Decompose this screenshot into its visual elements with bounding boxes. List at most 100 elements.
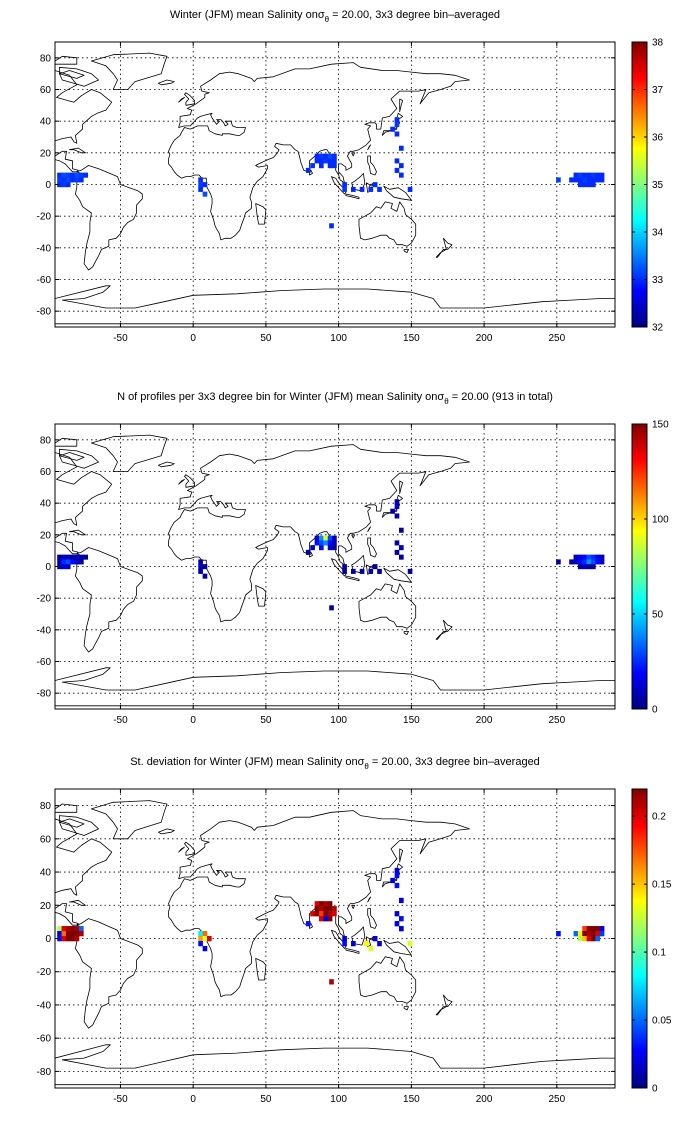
panel-title: St. deviation for Winter (JFM) mean Sali… [130,756,540,771]
coastline [75,165,143,271]
bin-cell [591,936,596,942]
bin-cell [314,535,320,541]
bin-cell [368,186,374,192]
bin-cell [61,926,67,932]
bin-cell [569,177,574,183]
bin-cell [394,549,400,555]
bin-cell [573,931,579,937]
colorbar-tick-label: 0.2 [652,812,666,823]
coastline [55,1044,615,1086]
bin-cell [599,172,605,178]
x-tick-label: 100 [330,715,347,726]
bin-cell [323,916,329,922]
bin-cell [390,508,395,514]
panel-title: Winter (JFM) mean Salinity onσθ = 20.00,… [170,9,500,24]
coastline [55,452,113,555]
coastline [383,939,412,956]
bin-cell [582,182,587,188]
x-tick-label: 100 [330,1094,347,1105]
bin-cell [582,172,587,178]
bin-cell [327,535,333,541]
coastline [381,112,403,136]
bin-cell [573,177,579,183]
bin-cell [394,540,400,546]
y-tick-label: 80 [40,435,52,446]
bin-cell [332,535,337,541]
bin-cell [323,901,329,907]
bin-cell [327,911,333,917]
coastline [381,863,403,888]
bin-cell [327,545,333,551]
bin-cell [327,158,333,164]
bin-cell [591,559,596,565]
coastline [358,956,417,1004]
coastline [168,62,470,241]
map-panel-3: St. deviation for Winter (JFM) mean Sali… [37,756,672,1105]
bin-cell [595,554,601,560]
bin-cell [573,172,579,178]
bin-cell [202,945,208,952]
y-tick-label: -60 [37,275,52,286]
bin-cell [577,564,583,570]
bin-cell [577,172,583,178]
bin-cell [57,554,62,560]
y-tick-label: -40 [37,1000,52,1011]
coastline [331,558,347,577]
bin-cell [342,936,347,942]
coastline [383,185,412,201]
x-tick-label: 200 [476,333,493,344]
bin-cell [394,872,400,879]
coastline [399,848,403,863]
bin-cell [394,121,400,128]
bin-cell [329,605,334,611]
bin-cell [79,177,84,183]
coastline [345,575,360,582]
bin-cell [394,167,400,173]
bin-cell [359,568,365,574]
bin-cell [202,931,208,937]
bin-cell [74,936,80,942]
bin-cell [332,163,337,169]
colorbar-gradient [632,42,647,327]
bin-cell [198,931,203,937]
coastline [435,619,453,640]
bin-cell [323,540,329,546]
coastline [184,841,195,856]
bin-cell [595,177,601,183]
coastline [381,494,403,518]
bin-cell [70,172,75,178]
bin-cell [319,901,324,907]
coastline [403,249,409,253]
colorbar-tick-label: 0 [652,1084,658,1095]
bin-cell [329,979,334,985]
bin-cell [586,182,592,188]
bin-cell [327,901,333,907]
bin-cell [586,936,592,942]
coastline [255,203,267,225]
coastline [365,936,374,948]
coastline [403,631,409,635]
coastline [55,437,78,447]
bin-cell [595,936,601,942]
bin-cell [79,931,84,937]
bin-cell [399,897,404,904]
bin-cell [390,877,395,884]
coastline [178,479,185,485]
bin-cell [198,568,203,574]
bin-cell [83,554,89,560]
bin-cell [198,940,203,947]
x-tick-label: 250 [548,715,565,726]
coastline [351,152,355,157]
bin-cell [577,177,583,183]
bin-cell [305,549,311,555]
bin-cell [573,554,579,560]
bin-cell [332,911,337,917]
x-tick-label: 50 [260,715,272,726]
colorbar: 0 50 100 150 [631,420,669,716]
y-tick-label: -40 [37,625,52,636]
bin-cell [61,564,67,570]
bin-cell [394,503,400,510]
bin-cell [582,926,587,932]
bin-cell [327,916,333,922]
bin-cell [207,936,212,942]
